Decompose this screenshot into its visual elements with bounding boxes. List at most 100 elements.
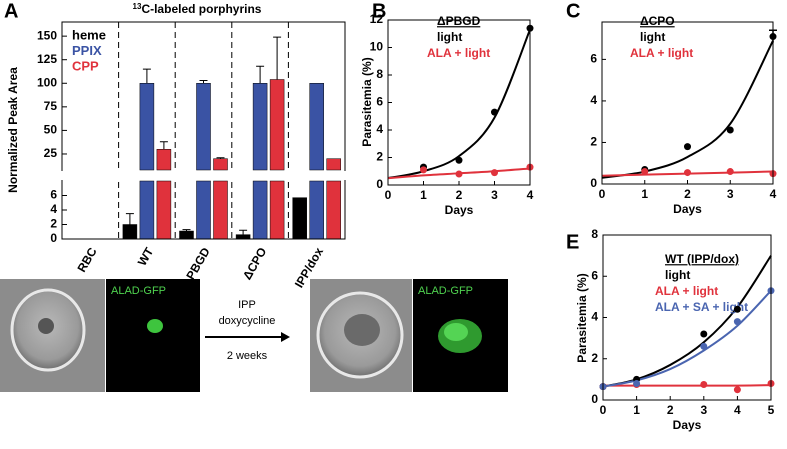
y-tick-label: 4 [376,122,383,136]
x-tick-label: 3 [491,188,498,202]
x-tick-label: 4 [734,403,741,417]
x-tick-label: 3 [700,403,707,417]
bar [156,149,172,171]
image-label: ALAD-GFP [418,285,473,297]
x-tick-label: 5 [768,403,775,417]
parasite [344,314,380,346]
panel-label: E [566,231,579,253]
arrowhead [281,332,290,342]
axis-break [58,171,349,180]
error-bar [239,229,248,235]
point [684,143,691,151]
x-tick-label: 2 [667,403,674,417]
y-tick-label: 2 [50,217,57,231]
y-tick-label: 2 [591,351,598,365]
y-tick-label: 150 [37,28,57,42]
error-bar [256,65,265,84]
bar [179,230,194,240]
x-tick-label: 1 [641,187,648,201]
point [491,108,498,116]
gfp-signal [444,323,468,341]
point [700,330,708,338]
x-tick-label: WT [135,245,157,269]
legend-title: ΔPBGD [437,14,481,28]
legend-label: light [437,30,462,44]
bar [122,224,138,240]
bar [309,180,324,240]
y-tick-label: 6 [376,95,383,109]
y-tick-label: 0 [590,176,597,190]
y-tick-label: 6 [50,188,57,202]
bar [139,180,155,240]
fit-curve [387,29,531,180]
legend-label: ALA + light [630,46,693,60]
y-tick-label: 10 [370,40,384,54]
legend-title: ΔCPO [640,14,675,28]
bar [139,83,155,171]
point [726,168,734,176]
bar [252,180,268,240]
x-tick-label: 3 [727,187,734,201]
bar [235,234,251,240]
x-tick-label: 0 [600,403,607,417]
legend-label: light [640,30,665,44]
point [700,381,708,389]
plot-frame [601,21,774,185]
bar [309,83,324,171]
chart-title: 13C-labeled porphyrins [133,2,262,16]
legend-label: heme [72,27,106,42]
point [733,386,741,394]
y-tick-label: 100 [37,75,57,89]
treatment: doxycycline [219,315,276,327]
y-tick-label: 4 [50,202,57,216]
y-axis-label: Parasitemia (%) [360,57,374,146]
x-tick-label: 1 [420,188,427,202]
y-tick-label: 12 [370,12,384,26]
point [491,169,498,177]
y-axis-label: Parasitemia (%) [575,273,589,362]
title-text: C-labeled porphyrins [141,2,261,16]
error-bar [142,68,151,84]
x-axis-label: Days [673,202,702,216]
x-tick-label: 1 [633,403,640,417]
title-superscript: 13 [133,2,142,11]
x-axis-label: Days [673,418,702,432]
legend-label: light [665,268,690,282]
bar [252,83,268,171]
gfp-signal [147,319,163,333]
error-bar [216,157,225,159]
y-tick-label: 2 [590,135,597,149]
point [726,126,734,134]
legend-label: CPP [72,58,99,73]
x-tick-label: 0 [385,188,392,202]
panel-label: A [4,0,18,22]
error-bar [199,79,208,84]
y-tick-label: 8 [376,67,383,81]
parasite [38,318,54,334]
bar [326,180,341,240]
bar [269,180,285,240]
bar [269,79,285,171]
legend-label: ALA + light [655,284,718,298]
legend-title: WT (IPP/dox) [665,252,739,266]
error-bar [182,229,191,232]
y-tick-label: 0 [376,177,383,191]
error-bar [125,213,134,225]
bar [292,197,307,240]
y-tick-label: 0 [50,231,57,245]
point [641,168,649,176]
point [455,170,463,178]
x-tick-label: 2 [684,187,691,201]
y-tick-label: 25 [44,146,58,160]
point [700,342,708,350]
y-tick-label: 0 [591,392,598,406]
bar [326,158,341,171]
y-tick-label: 4 [591,310,598,324]
legend-label: ALA + light [427,46,490,60]
treatment: IPP [238,299,256,311]
point [684,169,691,177]
y-tick-label: 125 [37,52,57,66]
x-tick-label: 4 [770,187,777,201]
